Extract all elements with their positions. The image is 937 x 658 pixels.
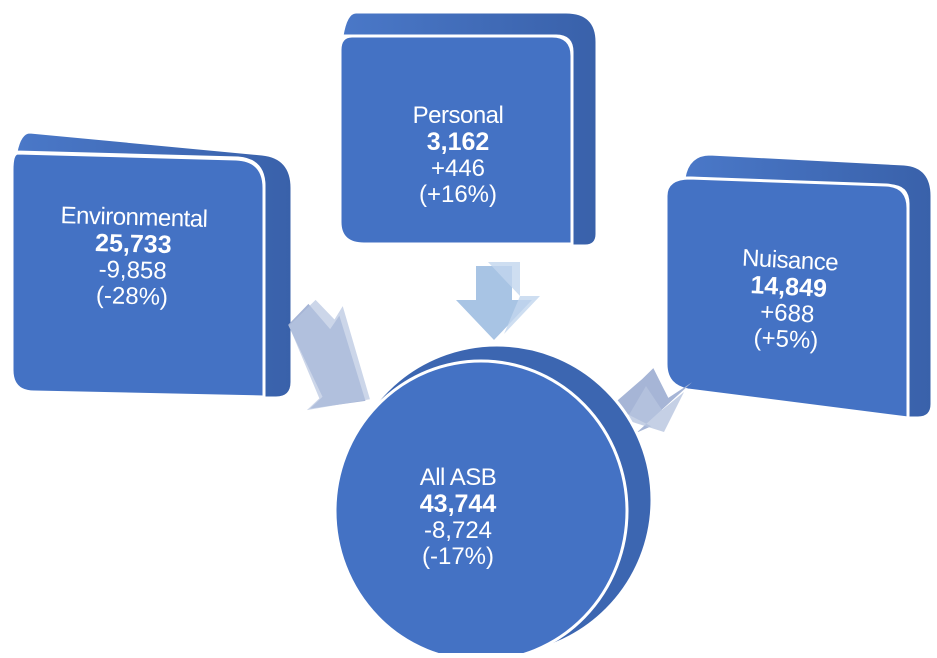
all-asb-percent: (-17%) (421, 542, 494, 570)
all-asb-name: All ASB (419, 464, 497, 491)
all-asb-cylinder (333, 343, 654, 658)
all-asb-label: All ASB 43,744 -8,724 (-17%) (340, 465, 576, 570)
arrow-from-nuisance (611, 368, 693, 433)
nuisance-label: Nuisance 14,849 +688 (+5%) (667, 242, 908, 359)
personal-block (338, 10, 599, 248)
personal-total: 3,162 (426, 127, 490, 156)
nuisance-block (664, 152, 934, 420)
arrow-from-environmental (288, 299, 370, 411)
personal-percent: (+16%) (418, 180, 498, 208)
all-asb-change: -8,724 (423, 516, 493, 544)
personal-name: Personal (412, 102, 504, 129)
environmental-label: Environmental 25,733 -9,858 (-28%) (14, 202, 253, 313)
arrow-from-personal (456, 262, 540, 340)
personal-change: +446 (430, 154, 486, 182)
environmental-block (10, 130, 294, 400)
personal-label: Personal 3,162 +446 (+16%) (340, 103, 576, 208)
all-asb-total: 43,744 (419, 489, 497, 518)
